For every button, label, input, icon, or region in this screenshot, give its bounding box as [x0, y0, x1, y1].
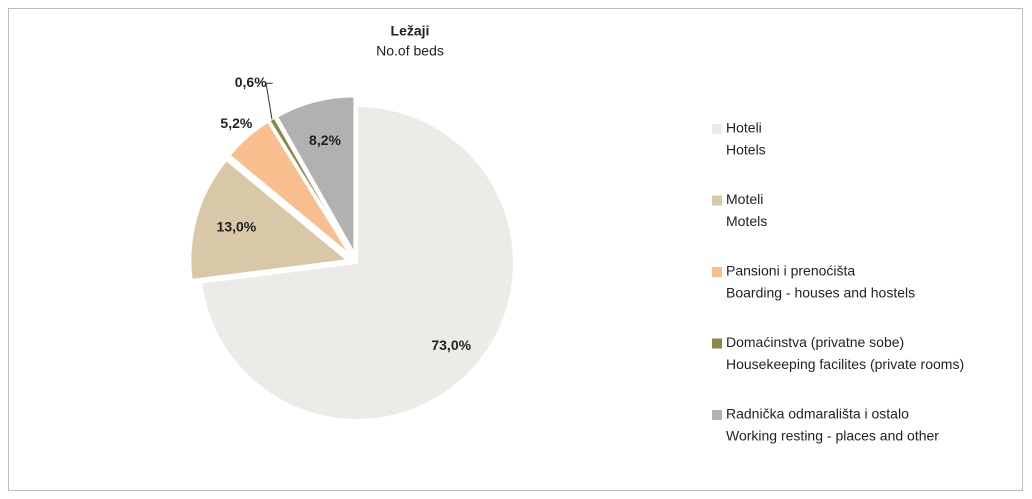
data-label: 0,6%	[235, 74, 267, 90]
pie-slice	[189, 158, 350, 282]
legend-swatch	[712, 267, 722, 277]
legend-swatch	[712, 195, 722, 206]
legend-label: Hotels	[726, 142, 766, 158]
legend-swatch	[712, 410, 722, 420]
chart-subtitle: No.of beds	[376, 43, 444, 59]
leader-line	[265, 82, 273, 120]
chart-frame	[8, 8, 1023, 491]
legend-swatch	[712, 124, 722, 134]
legend-label: Radnička odmarališta i ostalo	[726, 406, 909, 422]
legend-label: Motels	[726, 213, 767, 229]
data-label: 73,0%	[431, 337, 471, 353]
legend-label: Boarding - houses and hostels	[726, 285, 915, 301]
legend-label: Moteli	[726, 191, 763, 207]
pie-slice	[200, 104, 515, 421]
data-label: 8,2%	[309, 132, 341, 148]
legend-label: Housekeeping facilites (private rooms)	[726, 356, 964, 372]
legend-label: Hoteli	[726, 120, 762, 136]
legend-swatch	[712, 338, 722, 349]
legend-label: Pansioni i prenoćišta	[726, 263, 855, 279]
legend-label: Domaćinstva (privatne sobe)	[726, 334, 904, 350]
data-label: 13,0%	[217, 219, 257, 235]
chart-title: Ležaji	[391, 23, 430, 39]
legend-label: Working resting - places and other	[726, 428, 939, 444]
data-label: 5,2%	[220, 115, 252, 131]
pie-slice	[275, 95, 356, 258]
pie-slice	[228, 120, 352, 257]
